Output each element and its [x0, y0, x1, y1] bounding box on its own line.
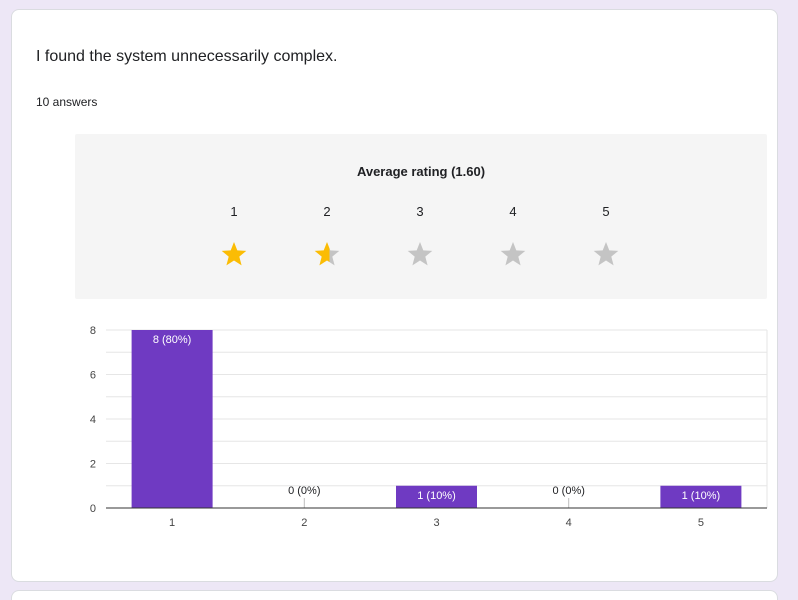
star-icon [407, 242, 433, 266]
rating-scale-1: 1 [230, 204, 238, 219]
y-tick-label: 4 [90, 414, 96, 426]
average-rating-title: Average rating (1.60) [356, 164, 486, 179]
average-rating-panel: Average rating (1.60) 1 2 3 4 5 [75, 134, 767, 299]
x-tick-label: 2 [301, 517, 307, 529]
data-label: 1 (10%) [417, 490, 456, 502]
data-label: 0 (0%) [288, 485, 320, 497]
y-tick-label: 2 [90, 459, 96, 471]
y-tick-label: 8 [90, 325, 96, 337]
y-tick-label: 0 [90, 503, 96, 515]
bar-5 [660, 485, 742, 508]
data-label: 0 (0%) [552, 485, 584, 497]
rating-scale-5: 5 [602, 204, 610, 219]
data-label: 8 (80%) [153, 334, 192, 346]
rating-scale-4: 4 [509, 204, 517, 219]
bar-3 [396, 485, 477, 508]
question-card: I found the system unnecessarily complex… [11, 9, 778, 582]
bar-chart: 0 2 4 6 8 8 (80%) 1 0 (0%) 2 1 (10%) 3 0 (0%) 4 1 (10… [90, 325, 768, 529]
bar-1 [131, 330, 213, 508]
x-tick-label: 1 [169, 517, 175, 529]
question-title: I found the system unnecessarily complex… [36, 48, 338, 65]
star-icon [314, 242, 340, 266]
answers-count: 10 answers [36, 95, 98, 109]
x-tick-label: 4 [566, 517, 572, 529]
data-label: 1 (10%) [682, 490, 721, 502]
next-card-edge [11, 590, 778, 600]
x-tick-label: 5 [698, 517, 704, 529]
rating-scale-2: 2 [323, 204, 331, 219]
y-tick-label: 6 [90, 370, 96, 382]
star-icon [500, 242, 526, 266]
star-icon [593, 242, 619, 266]
x-tick-label: 3 [433, 517, 439, 529]
star-icon [221, 242, 247, 266]
rating-scale-3: 3 [416, 204, 424, 219]
